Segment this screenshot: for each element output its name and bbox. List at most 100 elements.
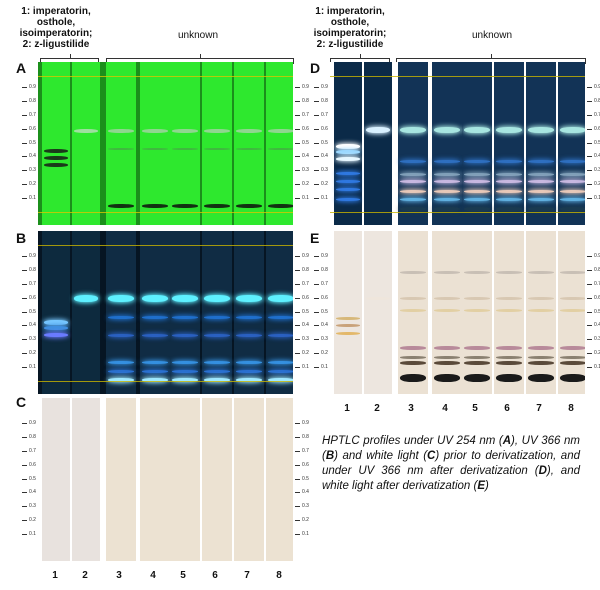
rf-tick-label: 0.6: [302, 125, 309, 132]
rf-tick: 0.7: [295, 448, 317, 459]
chromatogram-band: [336, 157, 360, 162]
rf-tick: 0.3: [587, 167, 600, 178]
lane-number: 1: [52, 570, 58, 581]
track-1: [334, 231, 362, 394]
rf-tick: 0.5: [295, 309, 317, 320]
rf-tick-label: 0.7: [321, 280, 328, 287]
rf-tick: 0.2: [295, 181, 317, 192]
rf-tick-label: 0.1: [594, 195, 600, 202]
chromatogram-band: [528, 297, 554, 301]
rf-tick: 0.8: [295, 267, 317, 278]
rf-tick-label: 0.4: [29, 153, 36, 160]
rf-tick: 0.9: [587, 84, 600, 95]
rf-scale: 0.9 0.8 0.7 0.6 0.5 0.4 0.3 0.2 0.1: [314, 62, 336, 225]
chromatogram-band: [172, 129, 198, 134]
standards-header-left: 1: imperatorin, osthole, isoimperatorin;…: [2, 6, 110, 50]
rf-tick-label: 0.9: [302, 83, 309, 90]
chromatogram-band: [142, 148, 168, 151]
rf-tick-label: 0.8: [594, 266, 600, 273]
rf-tick-label: 0.6: [594, 294, 600, 301]
rf-tick: 0.4: [22, 489, 44, 500]
rf-tick: 0.8: [22, 434, 44, 445]
chromatogram-band: [434, 160, 460, 164]
rf-tick: 0.5: [22, 476, 44, 487]
rf-tick: 0.9: [22, 419, 44, 431]
rf-scale: 0.9 0.8 0.7 0.6 0.5 0.4 0.3 0.2 0.1: [587, 231, 600, 394]
chromatogram-band: [560, 308, 585, 312]
rf-tick: 0.1: [314, 195, 336, 206]
rf-tick: 0.6: [295, 125, 317, 137]
panel-letter-e: E: [310, 230, 320, 246]
chromatogram-band: [268, 315, 293, 319]
unknown-bracket-right: [396, 54, 586, 64]
track-4: [140, 231, 170, 394]
chromatogram-band: [434, 374, 460, 383]
rf-tick-label: 0.4: [594, 322, 600, 329]
caption-ref-c: C: [427, 450, 436, 462]
rf-tick-label: 0.2: [321, 181, 328, 188]
chromatogram-band: [400, 355, 426, 359]
rf-tick-label: 0.8: [594, 97, 600, 104]
rf-tick: 0.9: [587, 253, 600, 264]
chromatogram-band: [336, 179, 360, 183]
rf-tick-label: 0.6: [594, 125, 600, 132]
chromatogram-band: [464, 297, 490, 301]
track-8: [266, 231, 293, 394]
track-4: [140, 62, 170, 225]
rf-tick-label: 0.4: [302, 322, 309, 329]
rf-tick: 0.8: [314, 266, 336, 278]
rf-tick: 0.2: [314, 350, 336, 361]
standards-header-line3: 2: z-ligustilide: [22, 39, 90, 50]
rf-tick-label: 0.8: [321, 266, 328, 273]
rf-scale: 0.9 0.8 0.7 0.6 0.5 0.4 0.3 0.2 0.1: [295, 398, 317, 561]
chromatogram-band: [336, 323, 360, 327]
rf-tick-label: 0.6: [29, 461, 36, 468]
rf-tick-label: 0.7: [29, 280, 36, 287]
rf-tick: 0.3: [295, 503, 317, 514]
rf-scale: 0.9 0.8 0.7 0.6 0.5 0.4 0.3 0.2 0.1: [295, 62, 317, 225]
chromatogram-band: [560, 345, 585, 350]
track-1: [334, 62, 362, 225]
track-5: [170, 398, 200, 561]
chromatogram-band: [172, 148, 198, 151]
rf-tick-label: 0.9: [29, 419, 36, 426]
chromatogram-band: [400, 179, 426, 183]
chromatogram-band: [366, 297, 390, 301]
rf-tick: 0.6: [314, 125, 336, 137]
track-3: [106, 231, 136, 394]
rf-tick: 0.8: [587, 97, 600, 109]
rf-tick-label: 0.6: [321, 294, 328, 301]
rf-tick: 0.5: [22, 140, 44, 151]
rf-tick-label: 0.6: [321, 125, 328, 132]
track-1: [42, 231, 70, 394]
lane-number: 2: [374, 403, 380, 414]
lane-number: 2: [82, 570, 88, 581]
rf-tick: 0.6: [22, 295, 44, 306]
rf-tick: 0.9: [22, 253, 44, 264]
standards-header-line2: isoimperatorin;: [313, 28, 387, 39]
rf-tick-label: 0.5: [321, 308, 328, 315]
track-7: [234, 398, 264, 561]
lane-number: 6: [212, 570, 218, 581]
chromatogram-band: [434, 297, 460, 301]
track-6: [202, 231, 232, 394]
rf-tick-label: 0.2: [302, 350, 309, 357]
lane-number: 4: [150, 570, 156, 581]
rf-tick: 0.6: [295, 295, 317, 306]
rf-tick-label: 0.3: [302, 167, 309, 174]
rf-tick-label: 0.1: [29, 531, 36, 538]
track-3: [106, 62, 136, 225]
rf-tick-label: 0.7: [29, 111, 36, 118]
track-7: [234, 231, 264, 394]
rf-tick: 0.9: [314, 84, 336, 95]
chromatogram-band: [400, 160, 426, 164]
chromatogram-band: [74, 129, 98, 134]
chromatogram-band: [44, 162, 68, 167]
chromatogram-band: [336, 316, 360, 320]
track-3: [398, 231, 428, 394]
chromatogram-band: [464, 355, 490, 359]
rf-tick-label: 0.5: [302, 139, 309, 146]
track-4: [432, 62, 462, 225]
rf-tick: 0.3: [22, 167, 44, 178]
lane-number: 8: [568, 403, 574, 414]
